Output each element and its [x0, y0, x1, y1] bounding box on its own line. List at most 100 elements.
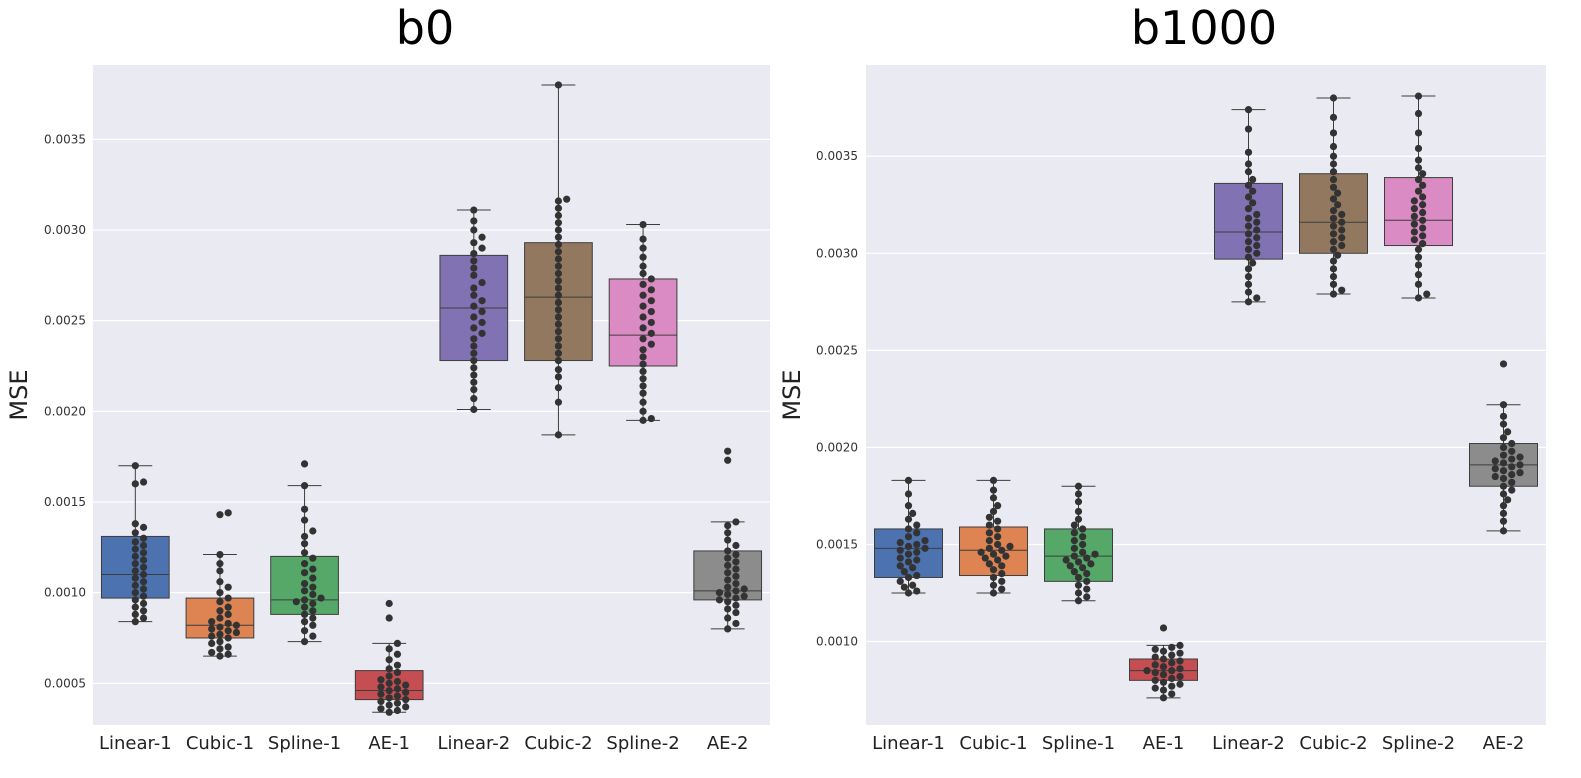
data-point — [554, 197, 563, 205]
data-point — [1066, 562, 1074, 570]
x-tick-label: Spline-2 — [606, 733, 679, 754]
box-Linear-2 — [439, 206, 509, 414]
data-point — [1334, 251, 1342, 259]
data-point — [1508, 463, 1516, 471]
data-point — [1168, 659, 1176, 667]
data-point — [208, 639, 216, 648]
data-point — [1329, 142, 1338, 151]
y-axis-label: MSE — [778, 369, 806, 420]
y-tick-label: 0.0025 — [816, 343, 858, 357]
data-point — [1410, 197, 1418, 205]
data-point — [385, 614, 393, 622]
data-point — [647, 340, 655, 348]
data-point — [1074, 581, 1083, 589]
data-point — [639, 313, 647, 321]
data-point — [985, 560, 993, 568]
data-point — [1338, 234, 1346, 242]
box-Linear-1 — [874, 476, 943, 597]
x-tick-label: Linear-2 — [437, 733, 510, 754]
data-point — [208, 632, 216, 640]
data-point — [216, 550, 224, 559]
x-tick-label: Cubic-2 — [524, 733, 592, 754]
data-point — [402, 681, 410, 689]
data-point — [1419, 224, 1427, 232]
data-point — [1419, 216, 1427, 224]
data-point — [300, 569, 309, 577]
data-point — [1159, 686, 1168, 694]
data-point — [470, 264, 478, 272]
data-point — [1159, 624, 1168, 632]
data-point — [139, 578, 148, 586]
data-point — [1159, 647, 1168, 655]
data-point — [639, 253, 647, 261]
data-point — [1499, 459, 1508, 467]
data-point — [131, 480, 139, 488]
data-point — [1338, 226, 1346, 234]
data-point — [393, 706, 402, 715]
data-point — [904, 525, 913, 533]
data-point — [393, 699, 402, 707]
data-point — [724, 447, 732, 455]
data-point — [470, 385, 478, 394]
data-point — [393, 650, 402, 658]
data-point — [1070, 552, 1078, 560]
data-point — [1499, 467, 1508, 475]
data-point — [1410, 220, 1418, 228]
box-Linear-1 — [100, 462, 170, 626]
data-point — [300, 532, 309, 541]
data-point — [985, 521, 993, 529]
data-point — [1499, 451, 1508, 459]
data-point — [1083, 554, 1091, 562]
data-point — [377, 676, 385, 684]
data-point — [393, 661, 402, 669]
box-Spline-2 — [608, 220, 678, 424]
data-point — [131, 545, 139, 553]
data-point — [224, 603, 232, 611]
data-point — [300, 596, 309, 604]
data-point — [1074, 589, 1083, 597]
data-point — [385, 708, 393, 716]
data-point — [1419, 201, 1427, 209]
y-tick-label: 0.0035 — [816, 149, 858, 163]
data-point — [1249, 199, 1257, 207]
data-point — [1244, 265, 1253, 273]
data-point — [478, 297, 486, 305]
data-point — [300, 637, 309, 646]
data-point — [216, 645, 224, 653]
data-point — [1499, 509, 1508, 518]
data-point — [985, 544, 993, 552]
data-point — [1410, 228, 1418, 236]
data-point — [385, 672, 393, 680]
data-point — [1074, 515, 1083, 523]
data-point — [1414, 245, 1423, 254]
data-point — [470, 226, 478, 234]
data-point — [896, 554, 904, 562]
data-point — [989, 581, 998, 589]
data-point — [1253, 210, 1261, 219]
data-point — [1244, 245, 1253, 254]
data-point — [647, 318, 655, 327]
data-point — [639, 244, 647, 252]
data-point — [224, 627, 232, 635]
data-point — [1253, 241, 1261, 250]
data-point — [1176, 649, 1184, 657]
x-tick-label: AE-1 — [368, 733, 410, 754]
plot-area — [866, 65, 1546, 725]
data-point — [913, 548, 921, 556]
data-point — [1329, 222, 1338, 230]
data-point — [1062, 556, 1070, 564]
data-point — [1338, 286, 1346, 294]
data-point — [470, 335, 478, 343]
data-point — [913, 571, 921, 580]
data-point — [1329, 168, 1338, 176]
data-point — [1249, 259, 1257, 267]
data-point — [1091, 550, 1099, 558]
data-point — [1329, 206, 1338, 215]
data-point — [1329, 183, 1338, 191]
data-point — [724, 561, 732, 570]
data-point — [554, 373, 563, 381]
data-point — [309, 583, 317, 591]
data-point — [1083, 585, 1091, 593]
data-point — [309, 614, 317, 622]
data-point — [1414, 261, 1423, 269]
